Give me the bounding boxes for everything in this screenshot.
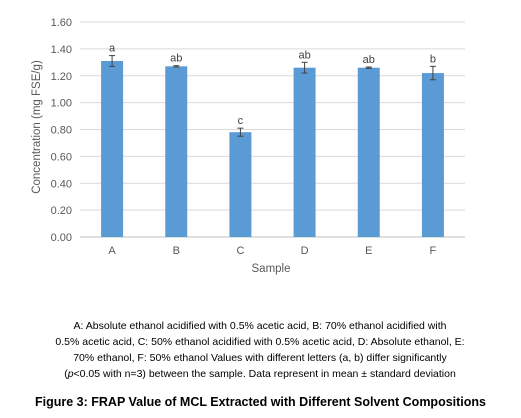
- y-tick-label: 0.20: [51, 205, 72, 217]
- y-tick-label: 0.00: [51, 232, 72, 244]
- y-tick-label: 0.80: [51, 125, 72, 137]
- bar-A: [101, 60, 124, 237]
- bar-B: [165, 66, 188, 237]
- significance-label-B: ab: [170, 53, 182, 65]
- significance-label-E: ab: [363, 54, 375, 66]
- bars: a ab c ab ab b: [101, 43, 444, 237]
- figure-title: Figure 3: FRAP Value of MCL Extracted wi…: [35, 395, 486, 409]
- caption-line-4: (p<0.05 with n=3) between the sample. Da…: [10, 366, 510, 382]
- caption-line-4-rest: <0.05 with n=3) between the sample. Data…: [73, 368, 456, 380]
- x-tick-label: F: [430, 245, 437, 257]
- error-bar-E: [365, 66, 372, 69]
- error-bar-B: [173, 65, 180, 68]
- error-bar-C: [237, 127, 244, 137]
- error-bar-D: [301, 61, 308, 74]
- y-tick-label: 1.60: [51, 17, 72, 29]
- x-tick-label: A: [108, 245, 116, 257]
- significance-label-C: c: [238, 115, 244, 127]
- caption-p-italic: p: [67, 368, 74, 380]
- x-tick-label: C: [236, 245, 244, 257]
- significance-label-D: ab: [298, 49, 310, 61]
- caption-line-2: 0.5% acetic acid, C: 50% ethanol acidifi…: [55, 336, 465, 348]
- y-tick-label: 0.60: [51, 151, 72, 163]
- bar-D: [293, 67, 316, 237]
- bar-E: [357, 67, 380, 237]
- y-tick-label: 1.20: [51, 71, 72, 83]
- significance-label-A: a: [109, 43, 116, 55]
- x-tick-label: B: [173, 245, 180, 257]
- error-bar-A: [109, 55, 116, 67]
- x-tick-label: E: [365, 245, 372, 257]
- y-axis-title: Concentration (mg FSE/g): [31, 60, 43, 194]
- y-tick-labels: 0.00 0.20 0.40 0.60 0.80 1.00 1.20 1.40 1.60: [51, 17, 72, 244]
- caption-line-4-open: (: [64, 368, 68, 380]
- x-tick-label: D: [301, 245, 309, 257]
- x-tick-labels: A B C D E F: [108, 245, 436, 257]
- figure-caption: A: Absolute ethanol acidified with 0.5% …: [10, 318, 510, 382]
- x-axis-title: Sample: [252, 263, 291, 275]
- bar-F: [421, 73, 444, 237]
- caption-line-1: A: Absolute ethanol acidified with 0.5% …: [73, 320, 447, 332]
- y-tick-label: 0.40: [51, 178, 72, 190]
- bar-chart: a ab c ab ab b 0.00 0.20 0.40 0.60 0.80 1.00 1.20 1.…: [31, 17, 465, 275]
- gridlines: [80, 21, 465, 238]
- caption-line-3: 70% ethanol, F: 50% ethanol Values with …: [73, 352, 447, 364]
- y-tick-label: 1.40: [51, 44, 72, 56]
- error-bar-F: [429, 65, 436, 81]
- y-tick-label: 1.00: [51, 98, 72, 110]
- bar-C: [229, 132, 252, 237]
- significance-label-F: b: [430, 53, 436, 65]
